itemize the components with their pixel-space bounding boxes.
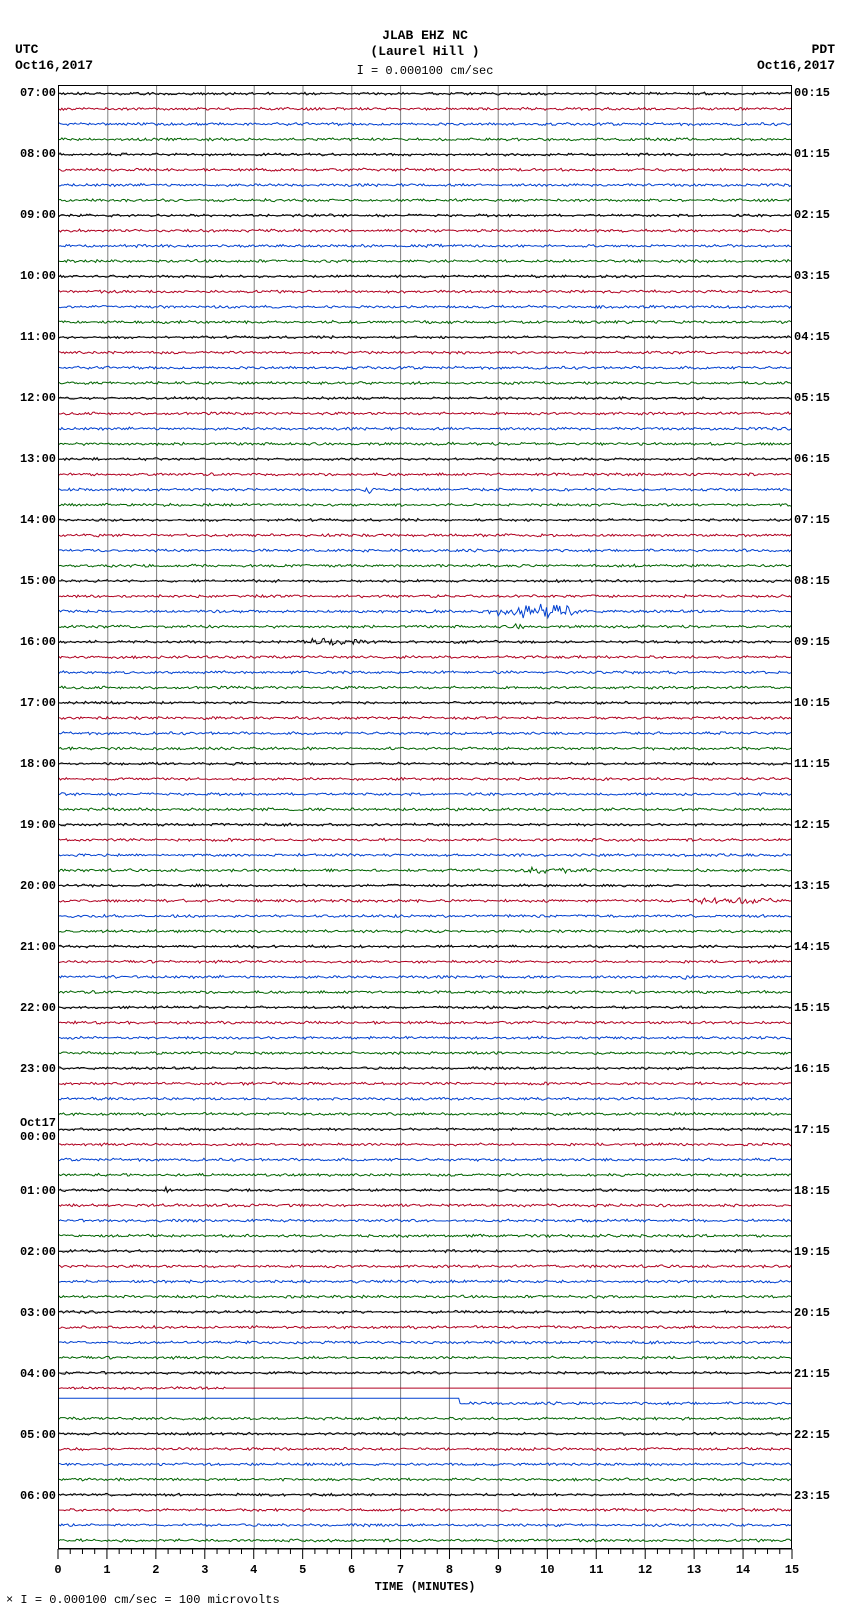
utc-time-label: 19:00: [4, 818, 56, 832]
utc-time-label: 15:00: [4, 574, 56, 588]
footer-bar-icon: I: [20, 1593, 27, 1607]
pdt-time-label: 10:15: [794, 696, 846, 710]
utc-time-label: 01:00: [4, 1184, 56, 1198]
pdt-time-label: 11:15: [794, 757, 846, 771]
pdt-time-label: 20:15: [794, 1306, 846, 1320]
pdt-time-label: 23:15: [794, 1489, 846, 1503]
svg-text:4: 4: [250, 1563, 257, 1577]
rollover-date: Oct17: [4, 1116, 56, 1130]
pdt-time-label: 06:15: [794, 452, 846, 466]
station-code: JLAB EHZ NC: [0, 28, 850, 44]
amplitude-scale: I = 0.000100 cm/sec: [0, 63, 850, 78]
utc-time-label: 22:00: [4, 1001, 56, 1015]
pdt-time-label: 22:15: [794, 1428, 846, 1442]
pdt-time-label: 19:15: [794, 1245, 846, 1259]
pdt-time-label: 17:15: [794, 1123, 846, 1137]
utc-time-label: 14:00: [4, 513, 56, 527]
svg-text:10: 10: [540, 1563, 554, 1577]
pdt-time-label: 04:15: [794, 330, 846, 344]
utc-time-label: 09:00: [4, 208, 56, 222]
seismogram-svg: [59, 86, 791, 1548]
svg-text:7: 7: [397, 1563, 404, 1577]
svg-text:1: 1: [103, 1563, 110, 1577]
scale-bar-icon: I: [357, 63, 364, 77]
footer-scale: × I = 0.000100 cm/sec = 100 microvolts: [6, 1593, 280, 1607]
pdt-time-label: 18:15: [794, 1184, 846, 1198]
right-date: Oct16,2017: [757, 58, 835, 74]
utc-time-label: 18:00: [4, 757, 56, 771]
pdt-time-label: 12:15: [794, 818, 846, 832]
svg-text:5: 5: [299, 1563, 306, 1577]
utc-time-label: 17:00: [4, 696, 56, 710]
pdt-time-label: 00:15: [794, 86, 846, 100]
pdt-time-label: 09:15: [794, 635, 846, 649]
seismogram-page: JLAB EHZ NC (Laurel Hill ) I = 0.000100 …: [0, 0, 850, 1613]
scale-value: = 0.000100 cm/sec: [371, 64, 493, 78]
pdt-time-label: 21:15: [794, 1367, 846, 1381]
footer-text: = 0.000100 cm/sec = 100 microvolts: [35, 1593, 280, 1607]
utc-time-label: 07:00: [4, 86, 56, 100]
pdt-time-label: 14:15: [794, 940, 846, 954]
utc-time-label: 06:00: [4, 1489, 56, 1503]
left-date: Oct16,2017: [15, 58, 93, 74]
pdt-time-label: 13:15: [794, 879, 846, 893]
utc-time-label: 05:00: [4, 1428, 56, 1442]
left-timezone: UTC: [15, 42, 93, 58]
header-right: PDT Oct16,2017: [757, 42, 835, 73]
svg-text:3: 3: [201, 1563, 208, 1577]
utc-time-label: 21:00: [4, 940, 56, 954]
header-center: JLAB EHZ NC (Laurel Hill ) I = 0.000100 …: [0, 28, 850, 79]
svg-text:15: 15: [785, 1563, 799, 1577]
utc-time-label: 03:00: [4, 1306, 56, 1320]
utc-time-label: 10:00: [4, 269, 56, 283]
station-location: (Laurel Hill ): [0, 44, 850, 60]
utc-time-label: 02:00: [4, 1245, 56, 1259]
utc-time-label: 08:00: [4, 147, 56, 161]
header-left: UTC Oct16,2017: [15, 42, 93, 73]
svg-text:8: 8: [446, 1563, 453, 1577]
svg-text:12: 12: [638, 1563, 652, 1577]
pdt-time-label: 16:15: [794, 1062, 846, 1076]
seismogram-plot: [58, 85, 792, 1549]
pdt-time-label: 15:15: [794, 1001, 846, 1015]
pdt-time-label: 02:15: [794, 208, 846, 222]
pdt-time-label: 01:15: [794, 147, 846, 161]
utc-time-label: 04:00: [4, 1367, 56, 1381]
x-axis-label: TIME (MINUTES): [0, 1580, 850, 1594]
svg-text:0: 0: [54, 1563, 61, 1577]
pdt-time-label: 05:15: [794, 391, 846, 405]
rollover-time: 00:00: [4, 1130, 56, 1144]
footer-prefix-icon: ×: [6, 1593, 13, 1607]
svg-text:2: 2: [152, 1563, 159, 1577]
utc-time-label: 16:00: [4, 635, 56, 649]
pdt-time-label: 03:15: [794, 269, 846, 283]
pdt-time-label: 07:15: [794, 513, 846, 527]
svg-text:11: 11: [589, 1563, 603, 1577]
utc-time-label: 23:00: [4, 1062, 56, 1076]
utc-time-label: 20:00: [4, 879, 56, 893]
svg-text:14: 14: [736, 1563, 750, 1577]
utc-date-rollover: Oct1700:00: [4, 1116, 56, 1144]
utc-time-label: 11:00: [4, 330, 56, 344]
svg-text:9: 9: [495, 1563, 502, 1577]
svg-text:13: 13: [687, 1563, 701, 1577]
utc-time-label: 12:00: [4, 391, 56, 405]
right-timezone: PDT: [757, 42, 835, 58]
svg-text:6: 6: [348, 1563, 355, 1577]
utc-time-label: 13:00: [4, 452, 56, 466]
pdt-time-label: 08:15: [794, 574, 846, 588]
